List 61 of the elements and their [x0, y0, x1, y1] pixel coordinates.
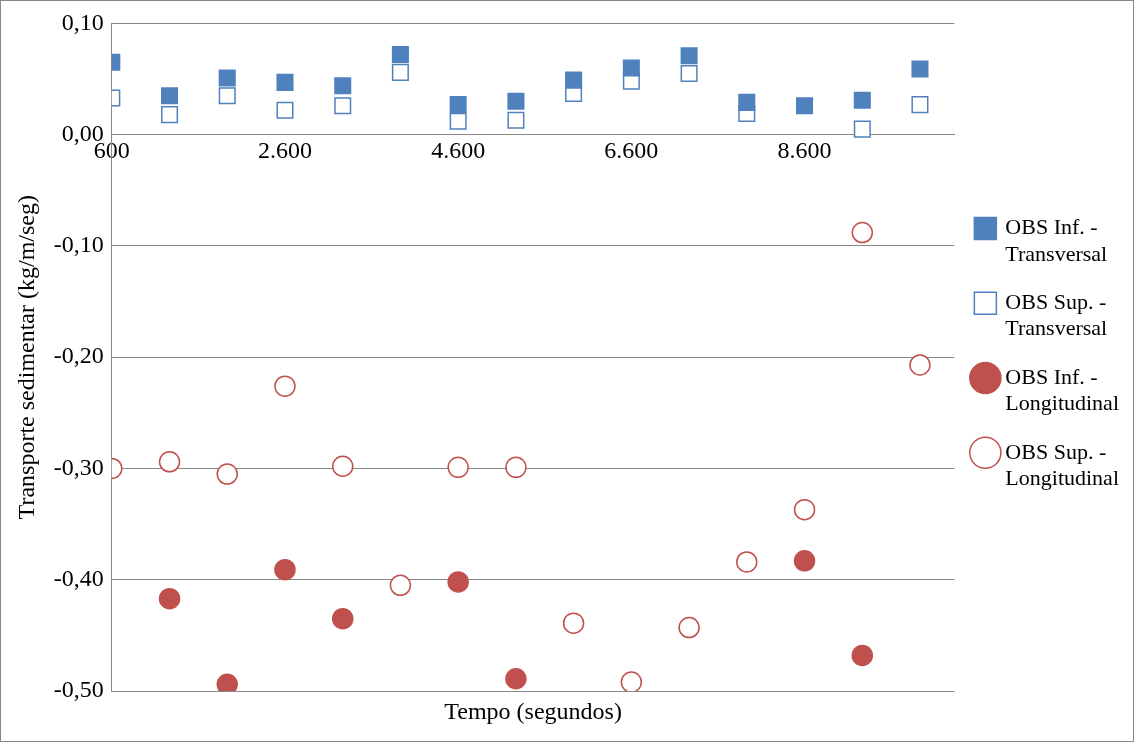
legend-label: OBS Inf. - Longitudinal [1005, 363, 1119, 416]
point [738, 93, 756, 111]
point [218, 87, 236, 105]
point [158, 451, 181, 473]
point [505, 668, 527, 690]
point [620, 671, 643, 691]
y-tick-label: -0,30 [53, 453, 104, 480]
point [909, 354, 931, 376]
point [505, 456, 527, 479]
point [507, 92, 525, 110]
point [218, 69, 236, 87]
x-tick-label: 6.600 [604, 137, 659, 164]
y-tick-label: 0,10 [61, 8, 104, 35]
point [161, 87, 179, 105]
point [851, 644, 874, 667]
point [331, 455, 354, 477]
point [911, 60, 929, 78]
y-tick-label: -0,10 [53, 231, 104, 258]
x-axis-title: Tempo (segundos) [444, 698, 622, 725]
point [334, 77, 352, 95]
point [680, 64, 698, 82]
point [216, 463, 238, 485]
y-tick-label: -0,40 [53, 565, 104, 592]
point [274, 558, 296, 581]
point [391, 46, 409, 64]
x-tick-label: 2.600 [257, 137, 312, 164]
point [449, 112, 467, 130]
point [389, 574, 412, 597]
point [911, 96, 929, 114]
legend-label: OBS Sup. - Longitudinal [1005, 438, 1119, 490]
point [276, 73, 294, 91]
point [161, 106, 179, 124]
point [796, 97, 814, 115]
y-axis-title: Transporte sedimentar (kg/m/seg) [12, 195, 39, 520]
point [736, 551, 758, 573]
x-tick-label: 8.600 [777, 137, 832, 164]
point [276, 101, 294, 119]
point [274, 375, 296, 397]
legend-label: OBS Inf. - Transversal [1005, 214, 1108, 266]
point [331, 607, 354, 630]
x-tick-label: 4.600 [431, 137, 486, 164]
point [793, 498, 816, 521]
point [680, 47, 698, 65]
point [449, 96, 467, 114]
point [853, 120, 871, 138]
point [565, 71, 583, 89]
y-tick-label: -0,50 [53, 676, 104, 703]
point [334, 97, 352, 115]
point [447, 571, 469, 593]
point [793, 550, 816, 572]
point [158, 587, 181, 610]
legend-label: OBS Sup. - Transversal [1005, 288, 1108, 341]
y-tick-label: -0,20 [53, 342, 104, 369]
point [507, 111, 525, 129]
point [562, 612, 585, 634]
point [851, 221, 874, 244]
point [678, 616, 700, 639]
point [622, 59, 640, 77]
point [447, 456, 469, 479]
point [391, 63, 409, 81]
point [853, 91, 871, 109]
